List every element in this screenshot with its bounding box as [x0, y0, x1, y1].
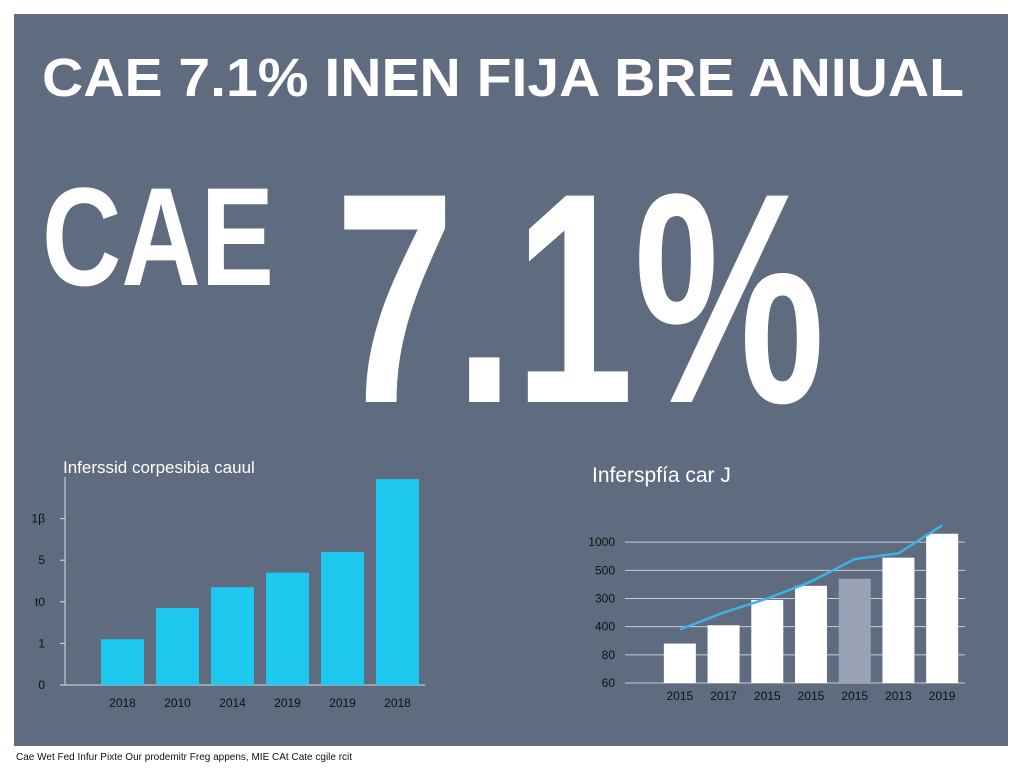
y-tick-label: 300 — [595, 592, 615, 606]
chart-title: Inferssid corpesibia cauul — [63, 458, 255, 477]
bar — [156, 608, 199, 685]
chart-title: Inferspfía car J — [592, 464, 731, 487]
x-tick-label: 2019 — [929, 689, 956, 703]
bar — [838, 578, 871, 683]
y-tick-label: 5 — [38, 553, 45, 567]
y-tick-label: 1000 — [588, 535, 615, 549]
x-tick-label: 2014 — [219, 696, 246, 710]
bar — [266, 572, 309, 685]
bar — [882, 557, 915, 683]
footer: Cae Wet Fed Infur Pixte Our prodemitr Fr… — [16, 752, 352, 763]
x-tick-label: 2015 — [754, 689, 781, 703]
bar — [663, 643, 696, 683]
x-tick-label: 2019 — [274, 696, 301, 710]
x-tick-label: 2018 — [109, 696, 136, 710]
bar — [795, 585, 827, 683]
bar — [376, 479, 419, 685]
trend-line — [679, 524, 943, 631]
x-tick-label: 2015 — [798, 689, 825, 703]
bar — [751, 599, 784, 683]
headline: CAE 7.1% INEN FIJA BRE ANIUAL — [42, 48, 964, 108]
x-tick-label: 2017 — [710, 689, 737, 703]
y-tick-label: 0 — [38, 678, 45, 692]
x-tick-label: 2018 — [384, 696, 411, 710]
y-tick-label: 500 — [595, 563, 615, 577]
x-tick-label: 2013 — [885, 689, 912, 703]
y-tick-label: 80 — [602, 648, 616, 662]
big-rate: 7.1% — [335, 130, 825, 466]
bar — [101, 639, 144, 685]
bar — [926, 533, 959, 683]
x-tick-label: 2010 — [164, 696, 191, 710]
y-tick-label: 1β — [31, 512, 45, 526]
big-label: CAE — [42, 158, 274, 315]
bar — [707, 625, 740, 683]
x-tick-label: 2019 — [329, 696, 356, 710]
x-tick-label: 2015 — [667, 689, 694, 703]
y-tick-label: 60 — [602, 676, 616, 690]
bar — [321, 551, 364, 685]
y-tick-label: t0 — [35, 595, 45, 609]
bar — [211, 587, 254, 685]
y-tick-label: 400 — [595, 620, 615, 634]
y-tick-label: 1 — [38, 636, 45, 650]
x-tick-label: 2015 — [841, 689, 868, 703]
